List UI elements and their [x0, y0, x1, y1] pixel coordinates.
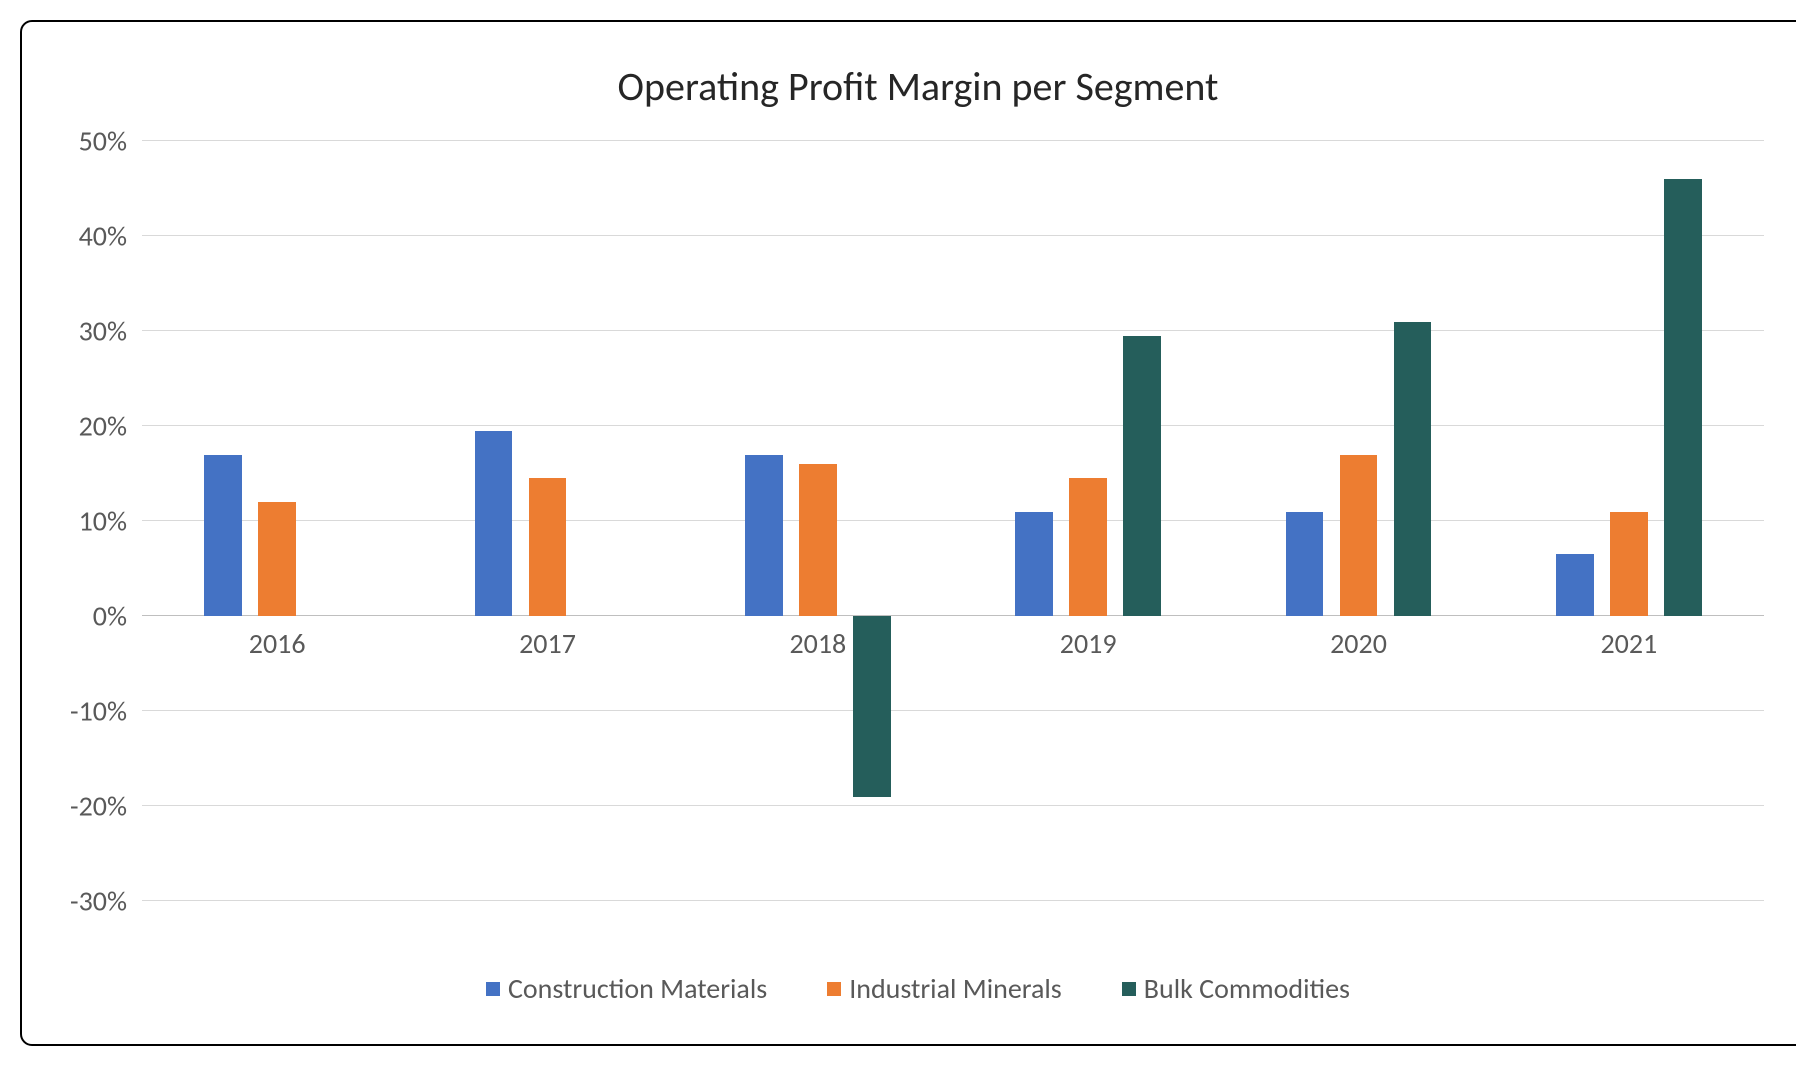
legend-item: Industrial Minerals [827, 971, 1062, 1006]
gridline [142, 900, 1764, 901]
bar [1556, 554, 1594, 616]
x-tick-label: 2018 [789, 616, 846, 661]
legend-label: Bulk Commodities [1144, 971, 1350, 1006]
legend-swatch [827, 982, 841, 996]
gridline [142, 140, 1764, 141]
y-tick-label: 30% [79, 314, 142, 349]
bar [1123, 336, 1161, 616]
gridline [142, 710, 1764, 711]
bar [1286, 512, 1324, 617]
gridline [142, 520, 1764, 521]
legend: Construction Materials Industrial Mineral… [52, 971, 1784, 1006]
chart-title: Operating Profit Margin per Segment [52, 62, 1784, 111]
legend-label: Construction Materials [508, 971, 767, 1006]
chart-container: Operating Profit Margin per Segment -30%… [20, 20, 1796, 1046]
bar [799, 464, 837, 616]
bar [1015, 512, 1053, 617]
x-tick-label: 2021 [1600, 616, 1657, 661]
y-tick-label: 10% [79, 504, 142, 539]
bar [1610, 512, 1648, 617]
legend-item: Bulk Commodities [1122, 971, 1350, 1006]
legend-item: Construction Materials [486, 971, 767, 1006]
bar [258, 502, 296, 616]
y-tick-label: 0% [93, 599, 142, 634]
y-tick-label: -30% [70, 884, 142, 919]
x-tick-label: 2017 [519, 616, 576, 661]
bar [853, 616, 891, 797]
legend-swatch [486, 982, 500, 996]
plot-area: -30%-20%-10%0%10%20%30%40%50%20162017201… [142, 141, 1764, 901]
gridline [142, 235, 1764, 236]
y-tick-label: -20% [70, 789, 142, 824]
x-tick-label: 2019 [1060, 616, 1117, 661]
bar [1069, 478, 1107, 616]
plot-wrapper: -30%-20%-10%0%10%20%30%40%50%20162017201… [142, 141, 1764, 901]
y-tick-label: -10% [70, 694, 142, 729]
bar [475, 431, 513, 616]
bar [529, 478, 567, 616]
y-tick-label: 20% [79, 409, 142, 444]
legend-label: Industrial Minerals [849, 971, 1062, 1006]
gridline [142, 425, 1764, 426]
zero-line [142, 615, 1764, 616]
gridline [142, 330, 1764, 331]
bar [1664, 179, 1702, 616]
x-tick-label: 2020 [1330, 616, 1387, 661]
bar [1394, 322, 1432, 617]
bar [1340, 455, 1378, 617]
legend-swatch [1122, 982, 1136, 996]
y-tick-label: 50% [79, 124, 142, 159]
y-tick-label: 40% [79, 219, 142, 254]
bar [745, 455, 783, 617]
gridline [142, 805, 1764, 806]
x-tick-label: 2016 [249, 616, 306, 661]
bar [204, 455, 242, 617]
